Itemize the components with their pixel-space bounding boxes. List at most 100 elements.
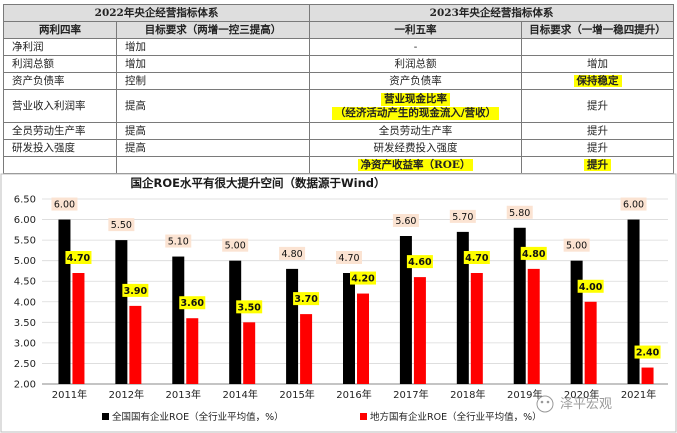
table-cell: 净资产收益率（ROE） [309,156,523,174]
data-label: 4.20 [351,274,375,285]
data-label-box [449,209,476,223]
table-cell: 提升 [521,122,675,140]
y-tick-label: 5.50 [14,236,36,247]
table-row: 净资产收益率（ROE） 提升 [3,156,675,174]
data-label: 4.80 [522,249,546,260]
bar-national [58,219,71,384]
chart-frame [0,173,677,433]
legend-entry: 全国国有企业ROE（全行业平均值，%） [112,411,284,423]
x-tick-label: 2015年 [279,388,314,401]
data-label: 4.70 [338,253,359,264]
x-tick-label: 2018年 [450,388,485,401]
cell-text: 提高 [125,142,146,154]
data-label: 4.80 [282,249,303,260]
data-label: 3.90 [124,286,148,297]
cell-text: 研发投入强度 [12,142,75,154]
data-label: 6.00 [623,200,644,211]
x-tick-label: 2021年 [621,388,656,401]
table-row: 营业收入利润率 提高 营业现金比率 （经济活动产生的现金流入/营收） 提升 [3,89,675,123]
table-cell [521,38,675,56]
indicator-table: 2022年央企经营指标体系 2023年央企经营指标体系 两利四率 目标要求（两增… [2,4,675,174]
data-label-box [392,214,419,227]
table-cell: 营业现金比率 （经济活动产生的现金流入/营收） [309,89,523,123]
x-tick-label: 2012年 [109,388,144,401]
table-row: 研发投入强度 提高 研发经费投入强度 提升 [3,139,675,157]
bar-local [641,367,654,384]
bar-local [470,273,483,384]
bar-national [513,227,526,384]
data-label: 3.70 [294,294,318,305]
table-cell: 保持稳定 [521,72,675,90]
table-cell: 净利润 [3,38,117,56]
x-tick-label: 2016年 [336,388,371,401]
cell-text: 净资产收益率（ROE） [357,159,474,171]
x-tick-label: 2011年 [52,388,87,401]
table-cell: 提高 [115,139,311,157]
table-cell: 研发投入强度 [3,139,117,157]
wechat-icon-eye-right [546,400,550,404]
cell-text: 资产负债率 [389,75,442,87]
cell-text: 增加 [587,58,609,70]
data-label-box [122,283,149,297]
table-cell: 控制 [115,72,311,90]
data-label-box [165,234,192,248]
data-label: 5.80 [509,208,530,219]
y-tick-label: 3.00 [14,338,36,349]
chart-title: 国企ROE水平有很大提升空间（数据源于Wind） [130,176,385,190]
wechat-icon [536,395,554,413]
data-label: 5.50 [111,220,132,231]
bar-local [243,322,256,384]
data-label-box [236,300,263,314]
watermark: 泽平宏观 [536,395,612,413]
table-row: 利润总额 增加 利润总额 增加 [3,55,675,73]
bar-local [413,277,426,384]
legend-swatch [102,413,109,420]
col-header-4: 目标要求（一增一稳四提升） [521,21,675,39]
table-cell: 提升 [521,156,675,174]
table-cell: 增加 [521,55,675,73]
data-label: 3.60 [181,298,205,309]
bar-local [357,293,369,384]
y-tick-label: 6.50 [14,195,36,206]
data-label: 5.10 [168,237,189,248]
legend-entry: 地方国有企业ROE（全行业平均值，%） [370,411,542,423]
data-label: 5.00 [566,241,587,252]
cell-text: 提高 [125,125,146,137]
x-tick-label: 2019年 [507,388,542,401]
y-tick-label: 2.00 [14,380,36,391]
data-label-box [463,251,490,264]
watermark-text: 泽平宏观 [560,397,612,412]
data-label-box [563,238,590,252]
table-row: 净利润 增加 - [3,38,675,56]
table-cell: 提高 [115,122,311,140]
cell-text: 研发经费投入强度 [373,142,458,154]
bar-national [570,260,583,384]
data-label: 4.70 [67,253,91,264]
col-header-1: 两利四率 [3,21,117,39]
data-label-box [279,246,306,260]
col-header-3: 一利五率 [309,21,523,39]
bar-national [286,268,299,384]
y-tick-label: 3.50 [14,318,36,329]
data-label: 5.00 [225,241,246,252]
bar-local [584,301,597,384]
table-cell: 提高 [115,89,311,123]
table-cell: 营业收入利润率 [3,89,117,123]
data-label-box [51,197,78,211]
bar-local [186,318,199,384]
data-label-box [634,345,661,359]
legend-swatch [360,413,367,420]
cell-text: 提升 [587,100,609,112]
data-label-box [577,279,604,293]
table-cell [3,156,117,174]
x-tick-label: 2013年 [166,388,201,401]
y-tick-label: 5.00 [14,256,36,267]
table-cell: 利润总额 [309,55,523,73]
col-header-2: 目标要求（两增一控三提高） [115,21,311,39]
bar-local [527,268,540,384]
data-label: 6.00 [54,200,75,211]
cell-text: 营业现金比率 [381,93,451,106]
cell-text: 净利润 [12,41,44,53]
data-label: 4.60 [408,257,432,268]
table-cell: 全员劳动生产率 [3,122,117,140]
